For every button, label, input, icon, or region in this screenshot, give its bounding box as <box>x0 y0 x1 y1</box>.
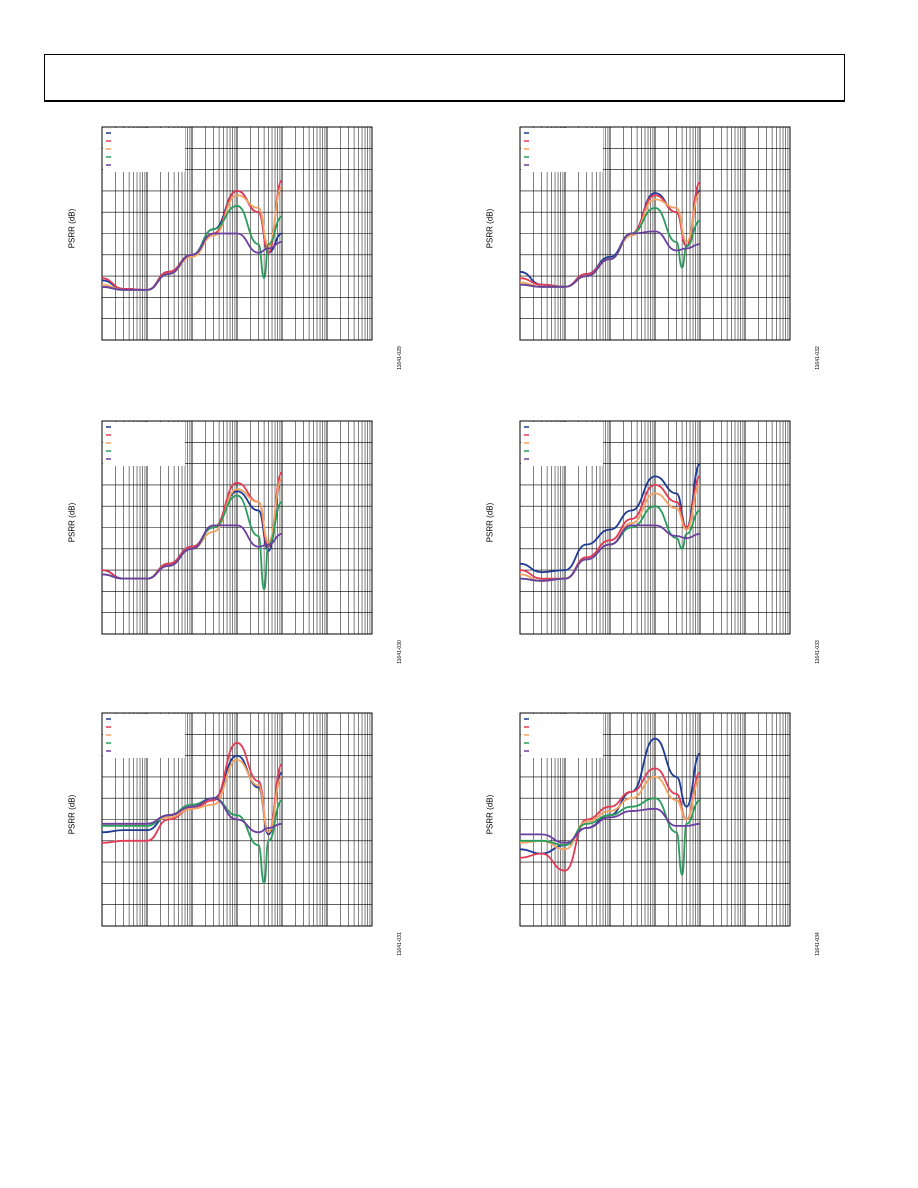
legend-box <box>103 714 185 758</box>
figure-id: 11641-030 <box>397 640 403 664</box>
y-axis-label: PSRR (dB) <box>485 208 495 248</box>
series-line-purple <box>101 232 283 291</box>
series-line-purple <box>519 230 701 288</box>
figure-id: 11641-033 <box>815 640 821 664</box>
psrr-chart-3: PSRR (dB) 11641-030 <box>68 420 403 664</box>
psrr-plot <box>519 126 791 341</box>
series-line-red <box>519 767 701 872</box>
psrr-plot <box>519 712 791 927</box>
psrr-chart-6: PSRR (dB) 11641-034 <box>486 712 821 956</box>
y-axis-label: PSRR (dB) <box>67 502 77 542</box>
y-axis-label: PSRR (dB) <box>485 502 495 542</box>
psrr-plot <box>519 420 791 635</box>
psrr-plot <box>101 126 373 341</box>
y-axis-label: PSRR (dB) <box>67 208 77 248</box>
y-axis-label: PSRR (dB) <box>67 794 77 834</box>
figure-id: 11641-031 <box>397 932 403 956</box>
legend-box <box>521 128 603 172</box>
series-line-purple <box>102 797 283 834</box>
page-header-frame <box>44 54 845 102</box>
psrr-chart-5: PSRR (dB) 11641-031 <box>68 712 403 956</box>
legend-box <box>521 422 603 466</box>
psrr-plot <box>101 420 373 635</box>
y-axis-label: PSRR (dB) <box>485 794 495 834</box>
legend-box <box>103 422 185 466</box>
series-line-purple <box>519 807 701 844</box>
psrr-plot <box>101 712 373 927</box>
series-line-navy <box>519 737 701 855</box>
figure-id: 11641-034 <box>815 932 821 956</box>
legend-box <box>521 714 603 758</box>
psrr-chart-4: PSRR (dB) 11641-033 <box>486 420 821 664</box>
figure-id: 11641-032 <box>815 346 821 370</box>
figure-id: 11641-029 <box>397 346 403 370</box>
series-line-purple <box>101 524 283 580</box>
series-line-green <box>520 797 701 876</box>
series-line-orange <box>519 776 701 851</box>
legend-box <box>103 128 185 172</box>
series-line-purple <box>519 524 701 582</box>
psrr-chart-1: PSRR (dB) 11641-029 <box>68 126 403 370</box>
psrr-chart-2: PSRR (dB) 11641-032 <box>486 126 821 370</box>
